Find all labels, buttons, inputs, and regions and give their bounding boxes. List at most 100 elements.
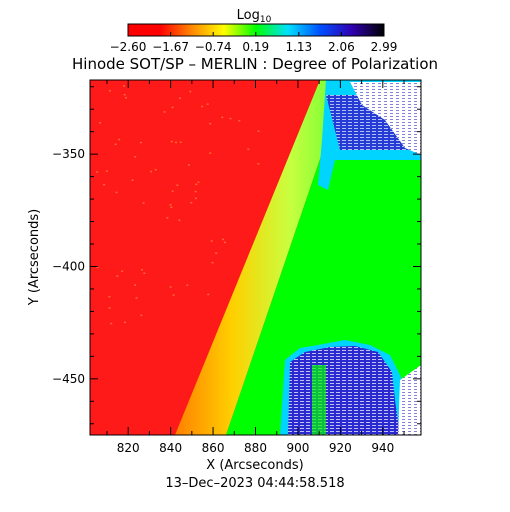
x-tick-label: 880 (244, 441, 267, 455)
x-tick-label: 900 (286, 441, 309, 455)
speck (209, 122, 212, 125)
y-axis-label: Y (Arcseconds) (27, 209, 42, 306)
speck (209, 152, 212, 154)
speck (224, 241, 227, 244)
speck (178, 97, 181, 99)
speck (222, 238, 225, 241)
region-white-bottom (398, 365, 421, 435)
speck (123, 93, 126, 96)
speck (221, 116, 224, 119)
x-tick-label: 920 (329, 441, 352, 455)
speck (114, 143, 117, 146)
y-tick-label: −400 (52, 259, 85, 273)
speck (169, 203, 172, 206)
speck (143, 272, 146, 275)
speck (172, 294, 175, 296)
speck (176, 184, 179, 187)
speck (123, 321, 126, 324)
speck (118, 138, 121, 141)
speck (96, 266, 99, 269)
speck (110, 322, 113, 325)
speck (124, 97, 127, 99)
speck (190, 201, 193, 204)
speck (140, 314, 143, 317)
speck (187, 164, 190, 166)
speck (169, 286, 172, 288)
speck (150, 170, 153, 173)
speck (103, 183, 106, 186)
speck (175, 141, 178, 144)
speck (201, 105, 204, 108)
x-tick-label: 860 (202, 441, 225, 455)
speck (108, 90, 111, 92)
speck (115, 191, 118, 194)
y-tick-label: −450 (52, 372, 85, 386)
colorbar-tick-label: 2.06 (328, 40, 355, 54)
speck (195, 183, 198, 186)
speck (194, 197, 197, 200)
speck (179, 141, 182, 143)
speck (154, 169, 157, 171)
x-axis-ticks (106, 80, 405, 435)
colorbar-tick-label: −0.74 (195, 40, 232, 54)
speck (139, 141, 142, 144)
speck (96, 171, 99, 173)
speck (99, 122, 102, 124)
chart-title: Hinode SOT/SP – MERLIN : Degree of Polar… (72, 55, 438, 73)
x-tick-label: 840 (159, 441, 182, 455)
speck (229, 117, 232, 120)
colorbar-tick-label: 2.99 (371, 40, 398, 54)
speck (108, 307, 111, 309)
colorbar-label: Log10 (237, 8, 272, 25)
region-white-top (350, 82, 421, 155)
speck (186, 284, 189, 286)
y-axis-ticks (90, 86, 421, 425)
red-region-specks (96, 85, 260, 325)
speck (257, 162, 260, 165)
speck (197, 181, 200, 183)
speck (171, 106, 174, 109)
speck (257, 130, 260, 132)
speck (207, 293, 210, 296)
speck (163, 111, 166, 113)
colorbar-tick-label: −1.67 (152, 40, 189, 54)
timestamp-footer: 13–Dec–2023 04:44:58.518 (165, 476, 344, 491)
plot-image (90, 80, 421, 435)
y-axis-tick-labels: −350 −400 −450 (52, 147, 85, 386)
speck (105, 170, 108, 172)
speck (178, 219, 181, 222)
speck (134, 284, 137, 286)
colorbar-tick-label: 1.13 (285, 40, 312, 54)
x-axis-tick-labels: 820 840 860 880 900 920 940 (117, 441, 395, 455)
speck (238, 119, 241, 122)
speck (171, 190, 174, 192)
speck (194, 190, 197, 193)
speck (210, 240, 213, 242)
colorbar-tick-label: −2.60 (110, 40, 147, 54)
speck (134, 156, 137, 158)
x-axis-label: X (Arcseconds) (206, 458, 303, 473)
region-limb-gradient (175, 80, 347, 435)
x-tick-label: 820 (117, 441, 140, 455)
speck (108, 295, 111, 298)
speck (116, 275, 119, 277)
speck (215, 252, 218, 254)
speck (247, 148, 250, 150)
speck (211, 261, 214, 264)
speck (142, 202, 145, 204)
speck (170, 140, 173, 143)
speck (131, 179, 134, 181)
x-tick-label: 940 (371, 441, 394, 455)
colorbar-tick-label: 0.19 (242, 40, 269, 54)
y-tick-label: −350 (52, 147, 85, 161)
speck (166, 217, 169, 219)
region-green-strand (312, 365, 326, 435)
speck (135, 297, 138, 299)
colorbar-tick-labels: −2.60 −1.67 −0.74 0.19 1.13 2.06 2.99 (110, 40, 398, 54)
colorbar-ticks (127, 32, 385, 36)
speck (189, 90, 192, 93)
speck (122, 85, 125, 87)
speck (170, 206, 173, 209)
speck (140, 268, 143, 271)
